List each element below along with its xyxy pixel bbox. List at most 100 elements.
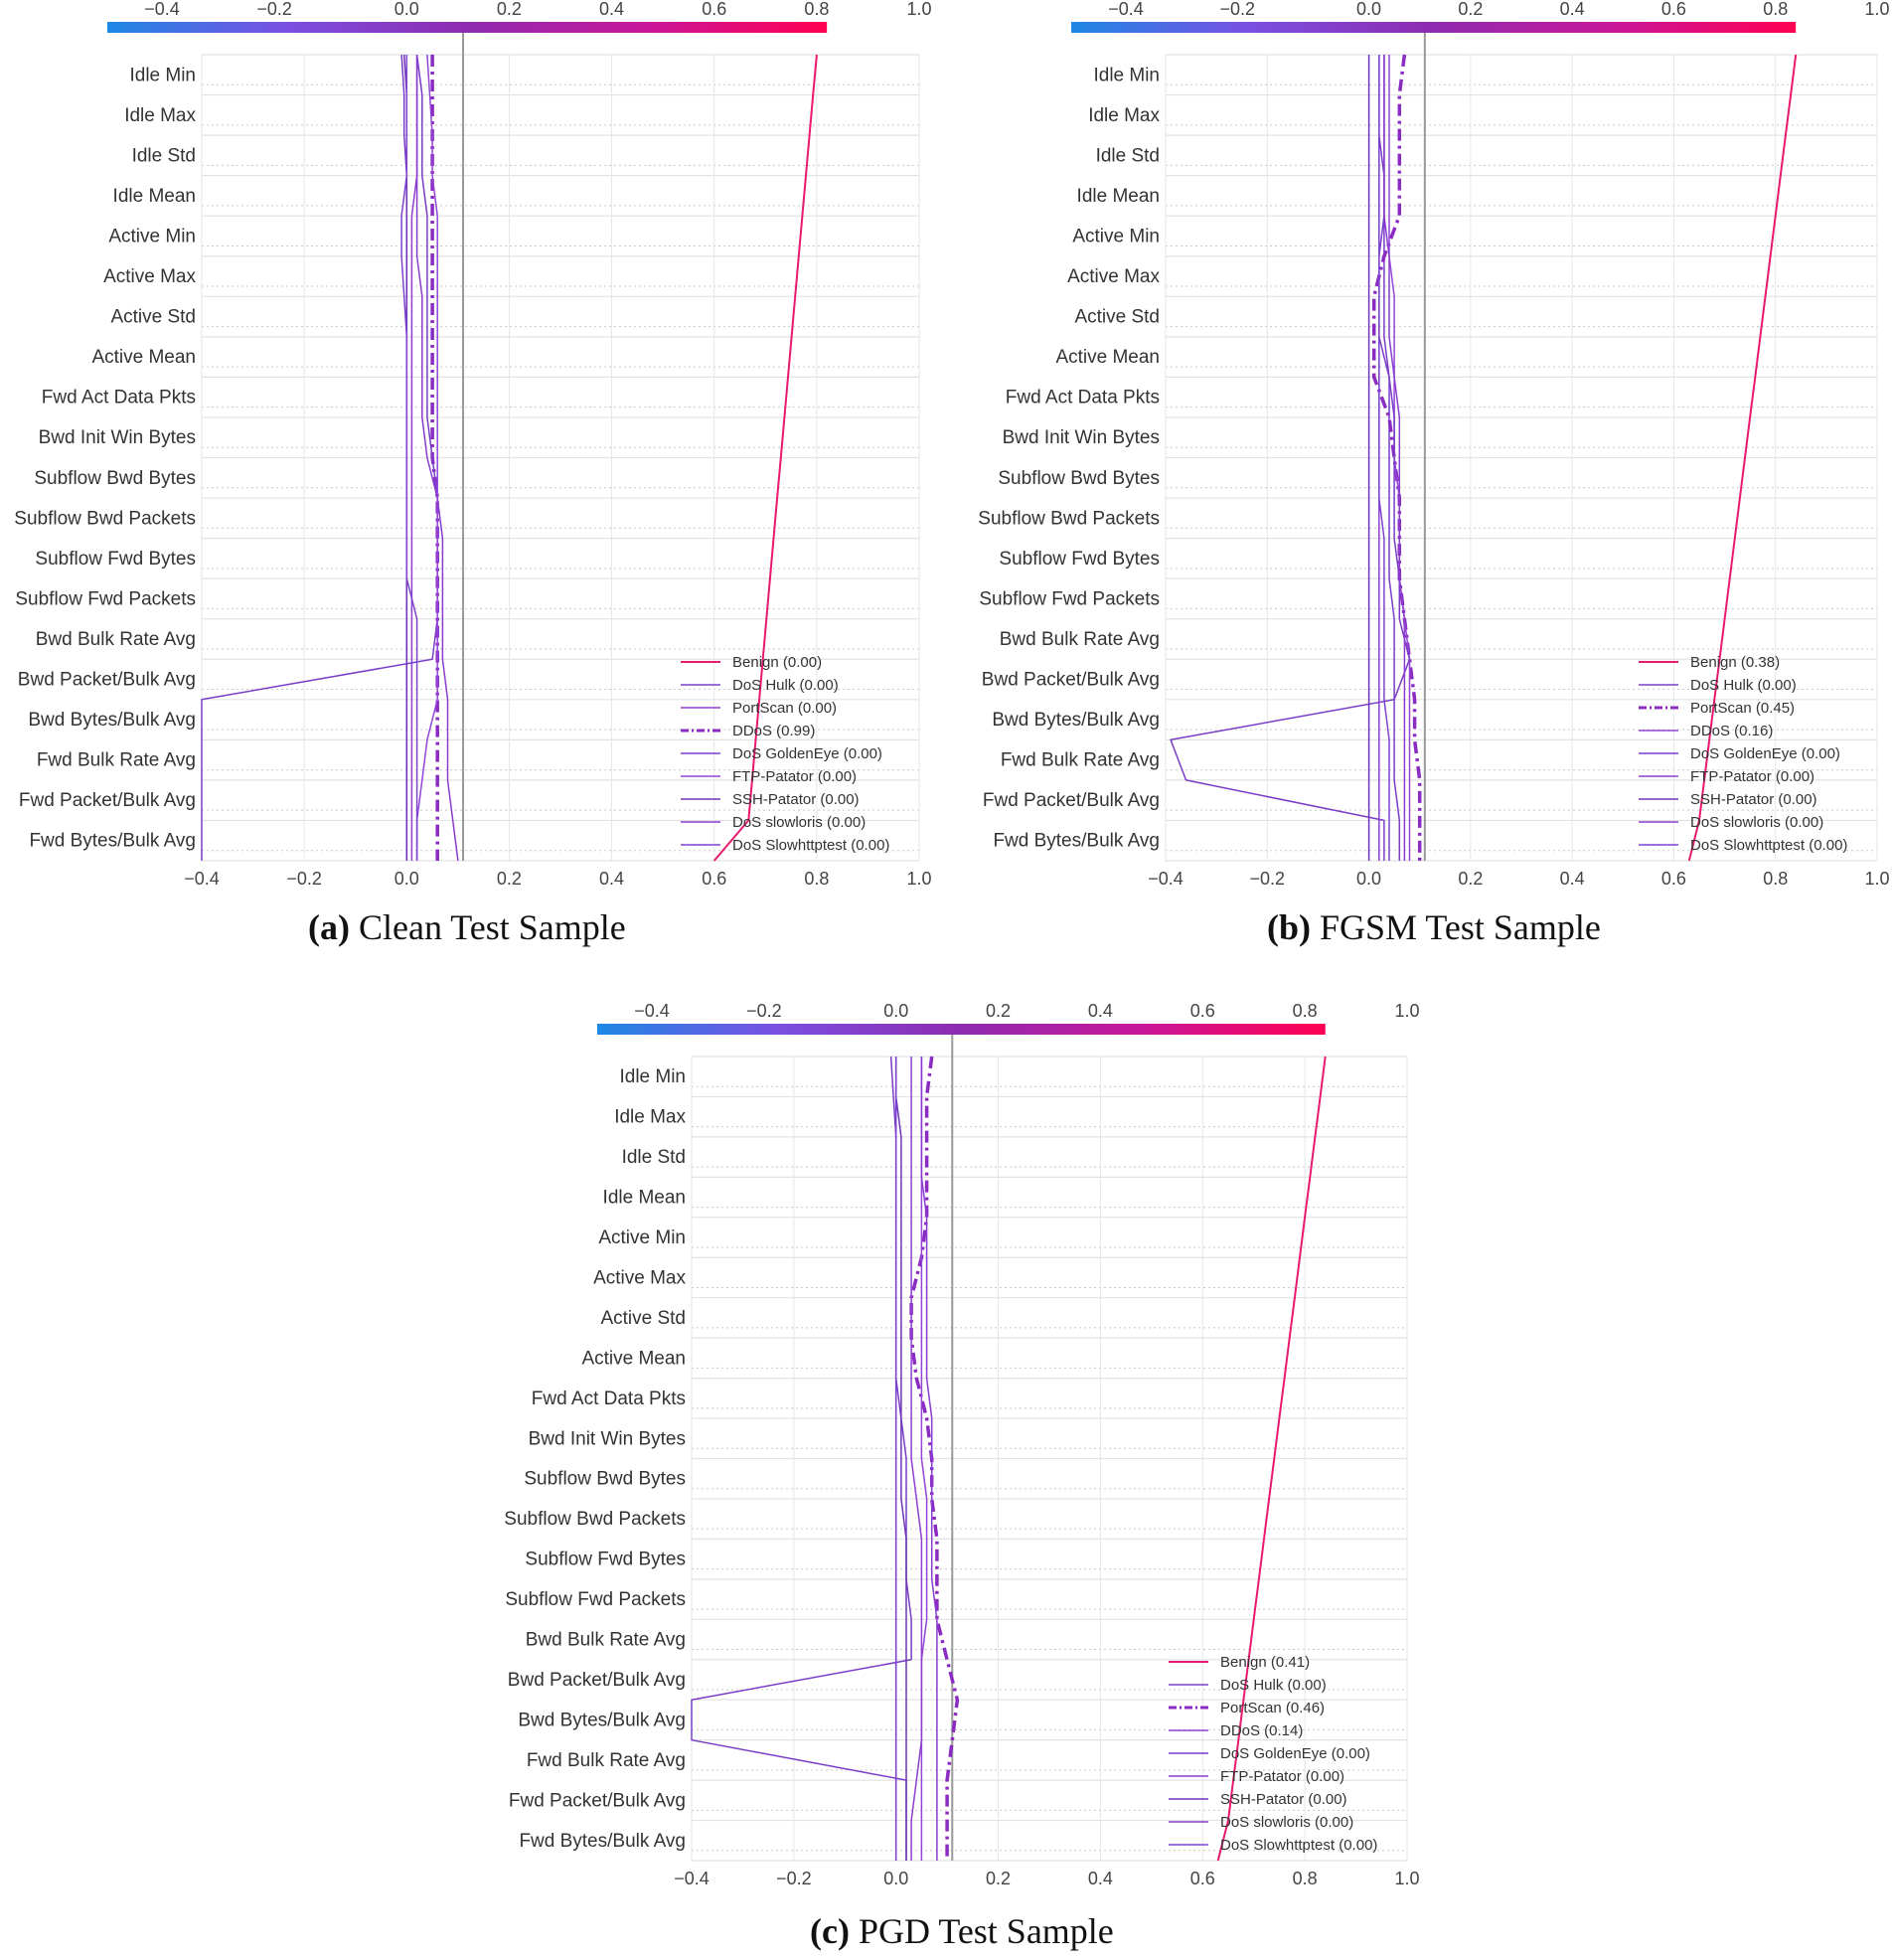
legend-label-6: SSH-Patator (0.00) (1690, 791, 1817, 808)
series-line-2 (1371, 54, 1422, 861)
colorbar-tick-label: 0.4 (1560, 0, 1585, 19)
colorbar-tick-label: 0.0 (1356, 0, 1381, 19)
legend-label-8: DoS Slowhttptest (0.00) (1690, 837, 1847, 854)
colorbar-tick-label: −0.4 (634, 1001, 670, 1021)
feature-label: Bwd Bytes/Bulk Avg (28, 710, 196, 731)
feature-label: Idle Std (1096, 145, 1160, 166)
feature-label: Subflow Fwd Bytes (999, 549, 1160, 570)
feature-label: Active Min (598, 1227, 686, 1248)
x-tick-label: 0.2 (986, 1869, 1011, 1888)
caption-a-text: Clean Test Sample (358, 907, 626, 947)
feature-label: Bwd Packet/Bulk Avg (982, 670, 1160, 691)
feature-label: Bwd Init Win Bytes (39, 427, 196, 448)
feature-label: Subflow Bwd Packets (978, 508, 1160, 529)
series-line-0 (1216, 1056, 1327, 1862)
colorbar-tick-label: −0.2 (746, 1001, 782, 1021)
feature-label: Fwd Packet/Bulk Avg (19, 790, 196, 811)
feature-label: Active Max (103, 266, 196, 287)
legend-label-2: PortScan (0.45) (1690, 700, 1795, 717)
feature-label: Subflow Fwd Bytes (35, 549, 196, 570)
series-line-5 (910, 1057, 923, 1861)
feature-label: Fwd Bytes/Bulk Avg (519, 1831, 686, 1852)
feature-label: Idle Max (614, 1107, 686, 1128)
colorbar-tick-label: 0.8 (1763, 0, 1788, 19)
x-tick-label: 1.0 (1864, 869, 1889, 889)
x-tick-label: 0.0 (1356, 869, 1381, 889)
x-tick-label: 0.2 (497, 869, 522, 889)
feature-label: Fwd Act Data Pkts (532, 1388, 686, 1409)
feature-label: Active Min (1072, 226, 1160, 246)
legend-label-5: FTP-Patator (0.00) (732, 768, 857, 785)
chart-panel-c: −0.4 −0.2 0.0 0.2 0.4 0.6 0.8 1.0 −0.4 −0.2 0.0 0.2… (504, 1001, 1419, 1888)
caption-c: (c) PGD Test Sample (810, 1910, 1114, 1952)
colorbar-tick-label: 0.2 (1458, 0, 1483, 19)
feature-label: Bwd Packet/Bulk Avg (18, 670, 196, 691)
colorbar-tick-label: −0.4 (144, 0, 180, 19)
x-tick-label: 0.2 (1458, 869, 1483, 889)
feature-label: Fwd Act Data Pkts (1006, 388, 1160, 408)
feature-label: Idle Mean (113, 186, 196, 207)
x-tick-label: −0.2 (286, 869, 322, 889)
legend-label-0: Benign (0.00) (732, 654, 822, 671)
feature-label: Active Std (110, 307, 196, 328)
legend-label-2: PortScan (0.00) (732, 700, 837, 717)
series-line-7 (415, 55, 459, 862)
feature-label: Subflow Fwd Packets (15, 588, 196, 609)
x-tick-label: 0.4 (599, 869, 624, 889)
colorbar-tick-label: 0.0 (394, 0, 419, 19)
feature-label: Idle Min (619, 1066, 686, 1087)
feature-label: Idle Max (1088, 105, 1160, 126)
x-tick-label: 0.8 (1293, 1869, 1318, 1888)
feature-label: Idle Mean (1077, 186, 1160, 207)
feature-label: Active Mean (91, 347, 196, 368)
feature-label: Idle Max (124, 105, 196, 126)
caption-b-label: (b) (1267, 907, 1311, 947)
x-tick-label: 0.6 (1661, 869, 1686, 889)
feature-label: Bwd Bulk Rate Avg (1000, 629, 1160, 650)
legend-label-1: DoS Hulk (0.00) (1690, 677, 1797, 694)
series-line-0 (712, 54, 818, 862)
feature-label: Active Min (108, 226, 196, 246)
legend-label-0: Benign (0.38) (1690, 654, 1780, 671)
feature-label: Fwd Packet/Bulk Avg (509, 1790, 686, 1811)
feature-label: Active Max (1067, 266, 1160, 287)
x-tick-label: 0.4 (1088, 1869, 1113, 1888)
caption-c-text: PGD Test Sample (858, 1911, 1114, 1951)
colorbar-tick-label: 0.2 (986, 1001, 1011, 1021)
x-tick-label: −0.2 (776, 1869, 812, 1888)
colorbar-tick-label: 0.6 (1190, 1001, 1215, 1021)
feature-label: Idle Min (129, 65, 196, 85)
colorbar (107, 22, 828, 33)
x-tick-label: 0.0 (883, 1869, 908, 1888)
feature-label: Subflow Fwd Bytes (525, 1550, 686, 1570)
x-tick-label: 1.0 (906, 869, 931, 889)
feature-label: Active Mean (1055, 347, 1160, 368)
caption-c-label: (c) (810, 1911, 850, 1951)
legend-label-3: DDoS (0.14) (1220, 1722, 1303, 1739)
feature-label: Fwd Bulk Rate Avg (527, 1750, 686, 1771)
legend-label-2: PortScan (0.46) (1220, 1700, 1325, 1716)
x-tick-label: −0.2 (1250, 869, 1286, 889)
colorbar-tick-label: 0.8 (1293, 1001, 1318, 1021)
feature-label: Bwd Bytes/Bulk Avg (518, 1710, 686, 1730)
legend-label-3: DDoS (0.99) (732, 723, 815, 739)
feature-label: Subflow Fwd Packets (505, 1589, 686, 1610)
legend-label-7: DoS slowloris (0.00) (1690, 814, 1823, 831)
feature-label: Idle Min (1093, 65, 1160, 85)
legend-label-5: FTP-Patator (0.00) (1220, 1768, 1344, 1785)
caption-a-label: (a) (308, 907, 350, 947)
colorbar-tick-label: 0.4 (599, 0, 624, 19)
legend-label-6: SSH-Patator (0.00) (732, 791, 860, 808)
colorbar-tick-label: 1.0 (906, 0, 931, 19)
series-line-8 (1378, 55, 1390, 861)
chart-panel-a: −0.4 −0.2 0.0 0.2 0.4 0.6 0.8 1.0 −0.4 −0.2 0.0 0.2… (14, 0, 931, 889)
colorbar-tick-label: −0.2 (256, 0, 292, 19)
feature-label: Subflow Bwd Packets (14, 508, 196, 529)
legend-label-8: DoS Slowhttptest (0.00) (732, 837, 889, 854)
feature-label: Active Max (593, 1267, 686, 1288)
x-tick-label: −0.4 (184, 869, 220, 889)
series-line-6 (894, 1057, 907, 1861)
colorbar-tick-label: −0.2 (1220, 0, 1256, 19)
